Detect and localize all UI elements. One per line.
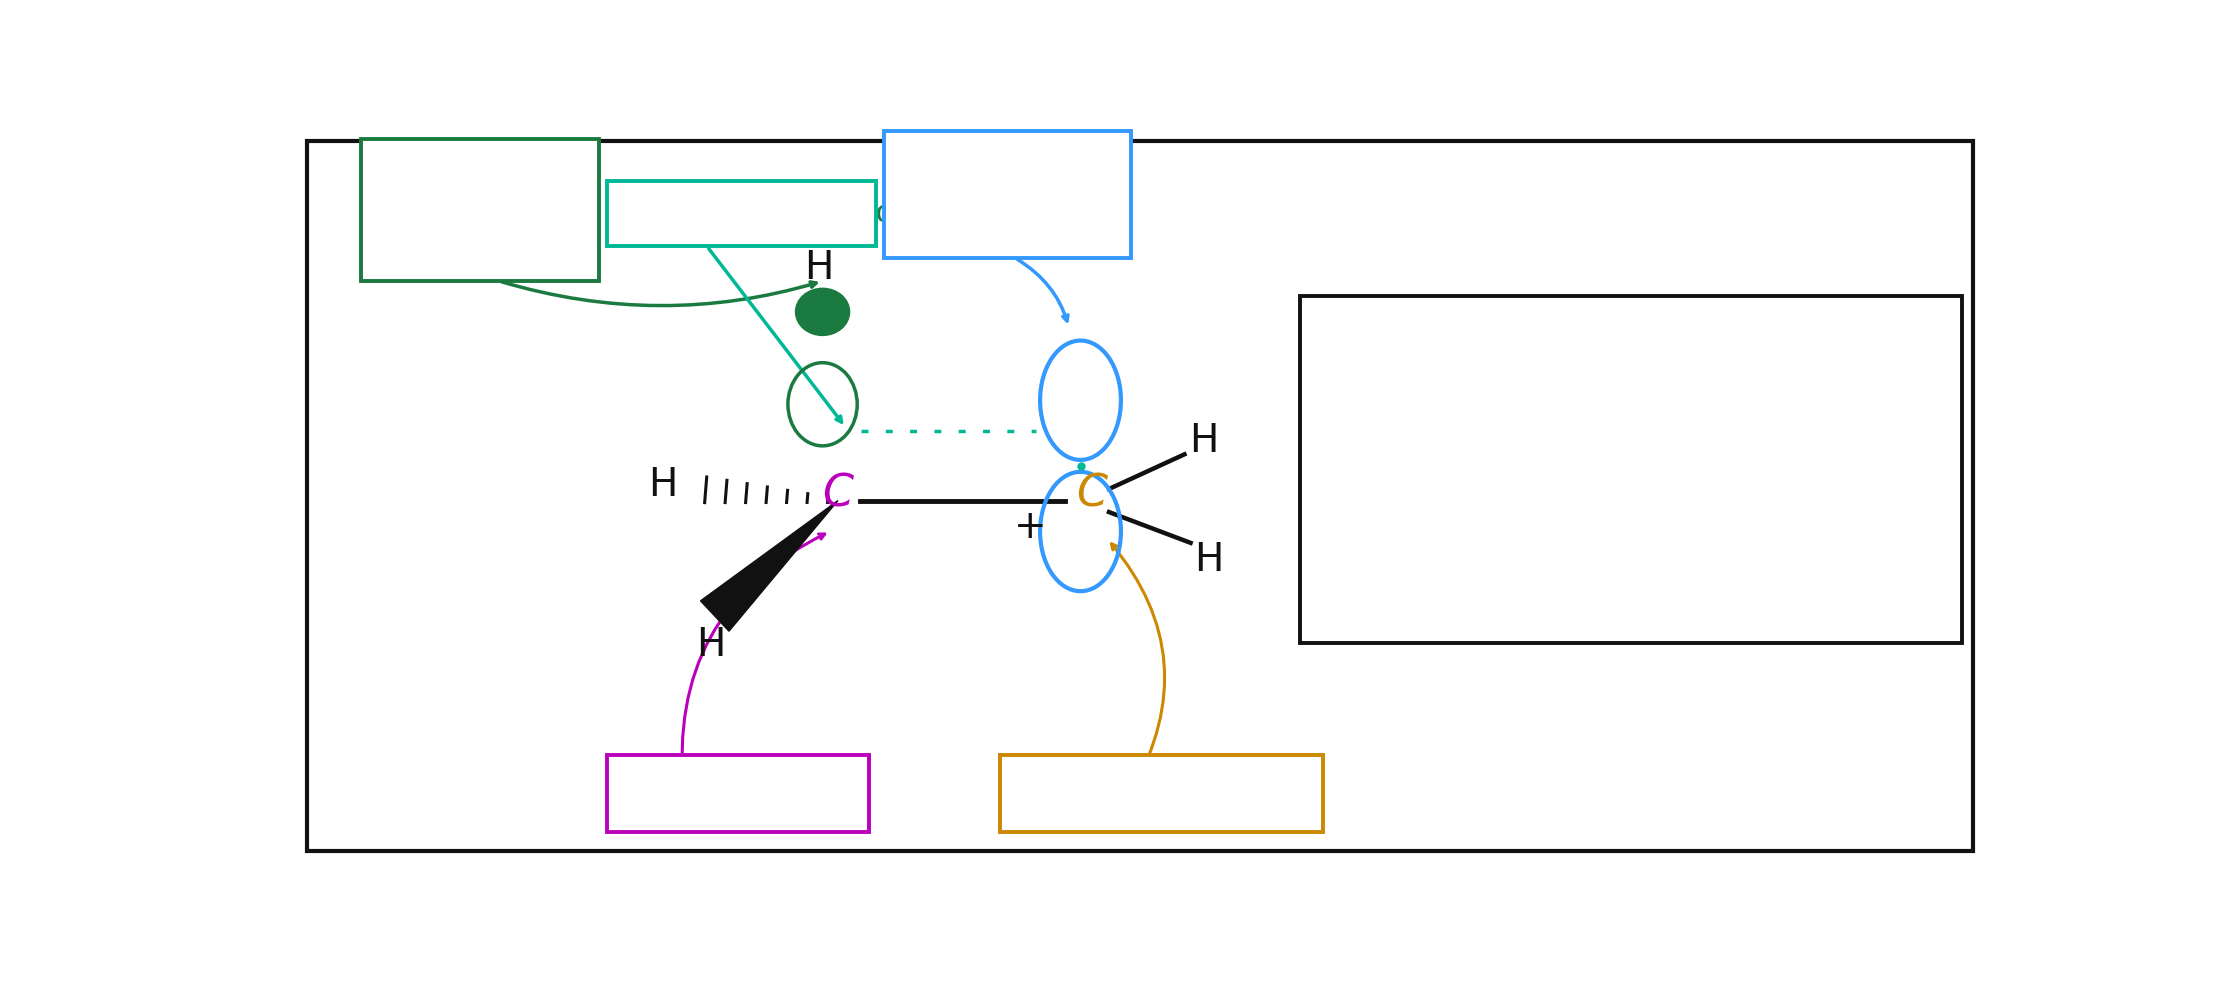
FancyBboxPatch shape (1301, 297, 1962, 643)
Text: SP$^3$ carbon: SP$^3$ carbon (623, 776, 818, 810)
Text: through: through (1323, 538, 1483, 571)
Text: sp$^3$ σ bond: sp$^3$ σ bond (374, 158, 554, 196)
FancyBboxPatch shape (360, 138, 598, 281)
Text: H: H (1194, 541, 1223, 578)
Text: into empty p-orbital: into empty p-orbital (1323, 468, 1726, 502)
Text: H: H (1190, 422, 1219, 461)
Text: hyperconjugation: hyperconjugation (618, 198, 912, 228)
Text: sp$^2$ carbocation: sp$^2$ carbocation (1014, 772, 1312, 814)
Ellipse shape (796, 290, 850, 335)
Text: H: H (649, 466, 678, 504)
FancyBboxPatch shape (885, 131, 1130, 258)
Text: +: + (1014, 509, 1048, 546)
Text: H: H (805, 249, 834, 287)
Text: "leaking" from σ-bond: "leaking" from σ-bond (1323, 400, 1746, 432)
Text: b/w C+H: b/w C+H (374, 220, 503, 249)
Text: H: H (696, 627, 725, 664)
Text: Overlap?: Overlap? (1615, 538, 1777, 571)
FancyBboxPatch shape (607, 754, 870, 832)
Text: C: C (823, 473, 854, 516)
Text: C: C (1076, 473, 1108, 516)
FancyBboxPatch shape (999, 754, 1323, 832)
Text: p-Orbital: p-Orbital (898, 204, 1094, 238)
FancyBboxPatch shape (607, 181, 876, 246)
Text: empty: empty (898, 147, 1007, 181)
Polygon shape (701, 501, 838, 631)
Text: electron density: electron density (1323, 330, 1646, 363)
